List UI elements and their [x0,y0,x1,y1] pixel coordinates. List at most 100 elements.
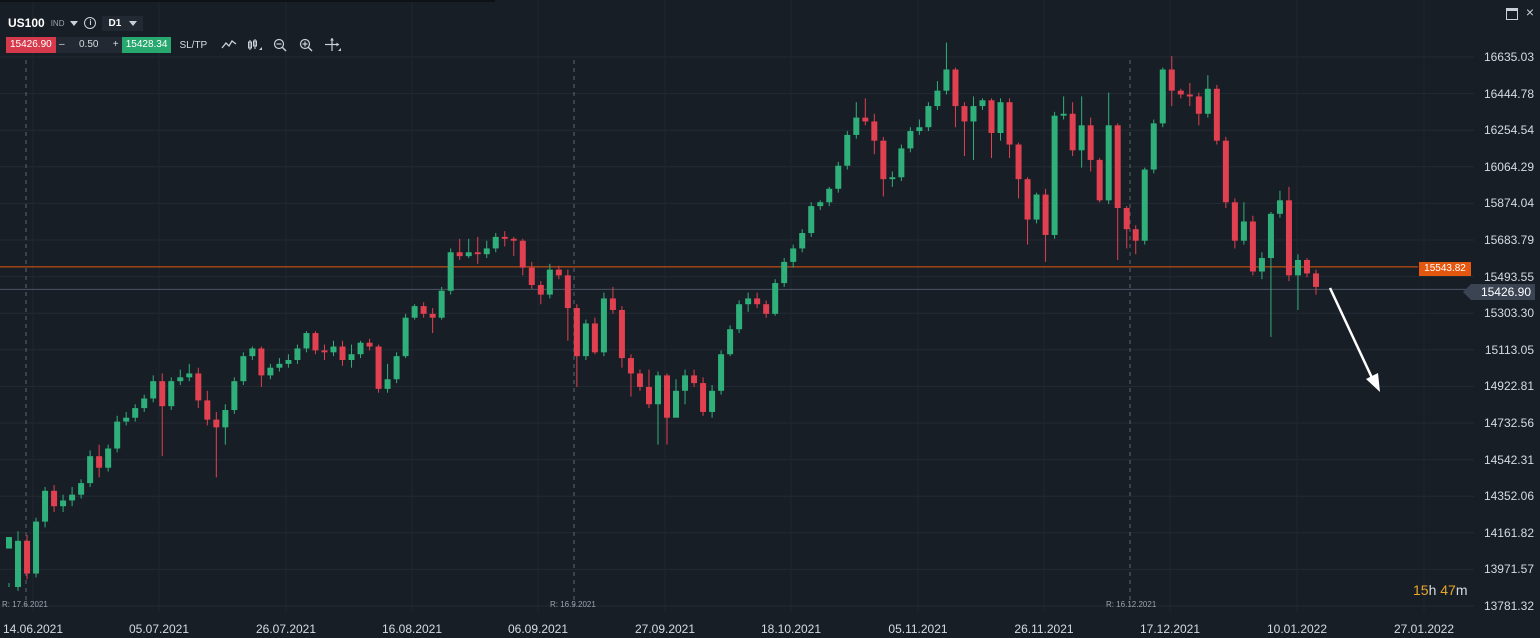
date-tick-label: 26.11.2021 [1014,622,1074,636]
candle-body [447,252,454,291]
candle-body [195,373,202,401]
candle-body [438,290,445,318]
candle-body [69,494,76,501]
price-tick-label: 14161.82 [1483,525,1534,540]
candle-body [799,233,806,249]
candle-body [1240,221,1247,241]
sltp-button[interactable]: SL/TP [179,39,208,51]
candle-body [862,117,869,122]
countdown-hours: 15 [1413,582,1429,598]
candle-body [276,363,283,368]
candle-body [1042,194,1049,235]
candle-body [573,308,580,357]
candle-body [123,417,130,422]
horizontal-line-label[interactable]: 15543.82 [1419,262,1471,276]
candle-body [618,309,625,359]
candle-body [790,248,797,262]
symbol-dropdown-icon[interactable] [70,20,79,26]
date-tick-label: 27.01.2022 [1393,622,1455,636]
candle-body [1024,179,1031,220]
candle-body [357,342,364,355]
candle-body [763,304,770,314]
zoom-out-icon[interactable] [273,38,289,52]
sell-button[interactable]: 15426.90 [6,37,56,53]
candle-body [1195,96,1202,114]
buy-button[interactable]: 15428.34 [121,37,172,53]
candle-body [564,275,571,309]
close-icon[interactable]: × [1525,4,1534,20]
candle-body [213,419,220,428]
candle-body [709,390,716,412]
candle-body [267,367,274,376]
candle-settings-icon[interactable] [247,38,263,52]
candle-body [844,134,851,166]
candle-body [1276,200,1283,214]
date-tick-label: 06.09.2021 [507,622,569,636]
line-chart-icon[interactable] [221,38,237,52]
candle-body [51,490,58,507]
window-top-strip [0,0,495,2]
candle-body [339,346,346,361]
candle-body [330,346,337,353]
crosshair-icon[interactable] [325,38,342,52]
candle-body [231,381,238,411]
candle-body [1177,90,1184,95]
candle-body [33,521,40,574]
zoom-in-icon[interactable] [299,38,315,52]
price-tick-label: 13971.57 [1483,562,1534,577]
candle-body [1141,169,1148,241]
candle-body [258,348,265,376]
candle-body [781,261,788,284]
date-tick-label: 05.11.2021 [888,622,948,636]
candle-body [1150,123,1157,170]
countdown-minutes-unit: m [1455,582,1468,598]
candle-body [1294,259,1301,276]
candle-body [609,298,616,310]
symbol-name[interactable]: US100 [8,16,45,30]
candle-body [186,373,193,378]
maximize-window-icon[interactable] [1506,8,1518,20]
candle-body [1087,125,1094,160]
info-icon[interactable]: i [84,17,97,29]
market-tag: IND [50,18,65,28]
candle-body [673,390,680,418]
candle-body [1267,213,1274,259]
volume-input[interactable]: 0.50 [67,37,110,53]
candle-body [87,456,94,484]
volume-decrease-button[interactable]: – [55,37,68,53]
candle-body [853,117,860,135]
candle-body [952,69,959,107]
timeframe-selector[interactable]: D1 [102,15,144,31]
price-tick-label: 13781.32 [1483,599,1534,613]
candle-body [772,283,779,314]
candle-body [934,90,941,107]
candle-body [114,421,121,449]
candle-body [60,500,67,507]
candle-body [1114,125,1121,209]
candle-body [907,131,914,149]
volume-increase-button[interactable]: + [109,37,122,53]
price-tick-label: 14542.31 [1483,452,1534,467]
candle-body [375,346,382,389]
date-tick-label: 05.07.2021 [128,622,190,636]
candle-body [718,354,725,391]
candle-body [456,252,463,257]
date-tick-label: 17.12.2021 [1139,622,1201,636]
candle-body [15,540,22,588]
candle-body [1213,88,1220,141]
date-tick-label: 14.06.2021 [2,622,64,636]
price-tick-label: 15493.55 [1483,269,1534,284]
candle-body [627,358,634,374]
candle-body [645,386,652,405]
candle-body [177,377,184,382]
candle-body [411,306,418,318]
price-tick-label: 15874.04 [1483,196,1534,211]
candle-body [745,298,752,305]
candle-body [1313,273,1319,287]
candle-body [222,410,229,428]
timeframe-label: D1 [108,17,122,29]
candle-body [1132,229,1139,241]
candle-body [24,540,31,574]
